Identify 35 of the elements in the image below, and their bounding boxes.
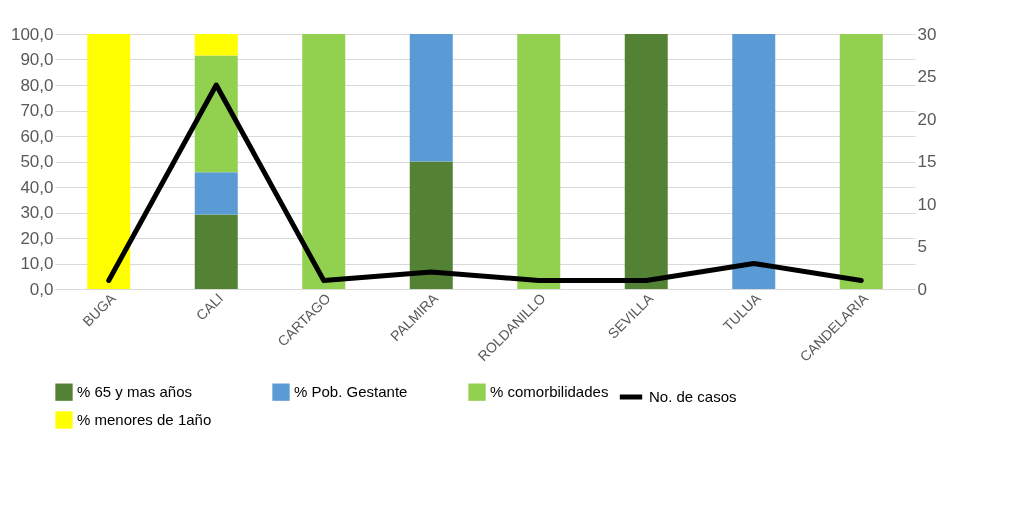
y-tick-label: 100,0 [10,24,54,44]
y-tick-label: 90,0 [20,50,54,69]
y2-tick-label: 0 [917,279,927,299]
bar [732,34,776,289]
legend-label: % Pob. Gestante [294,383,408,401]
legend-label: No. de casos [649,388,737,405]
legend-label: % comorbilidades [490,383,609,401]
y2-tick-label: 20 [917,109,937,129]
y-tick-label: 70,0 [20,101,54,120]
y-tick-label: 40,0 [20,177,54,197]
bar [194,214,238,289]
y-tick-label: 50,0 [20,152,54,171]
bar [87,34,131,289]
bar [624,34,668,289]
y2-tick-label: 5 [917,237,927,256]
y2-tick-label: 30 [917,24,937,44]
legend-label: % menores de 1año [77,411,212,428]
y-tick-label: 0,0 [29,279,54,299]
bar [409,34,453,162]
y-tick-label: 80,0 [20,75,54,95]
bar [194,55,238,173]
y-tick-label: 30,0 [20,203,54,222]
bar [194,172,238,215]
legend-label: % 65 y mas años [77,383,193,401]
bar [194,34,238,56]
bar [409,161,453,289]
y-tick-label: 20,0 [20,228,54,248]
y2-tick-label: 25 [917,67,937,86]
y2-tick-label: 15 [917,152,937,171]
y-tick-label: 60,0 [20,126,54,146]
bar [517,34,561,289]
bar [839,34,883,289]
bar [302,34,346,289]
y2-tick-label: 10 [917,194,937,214]
y-tick-label: 10,0 [20,254,54,273]
